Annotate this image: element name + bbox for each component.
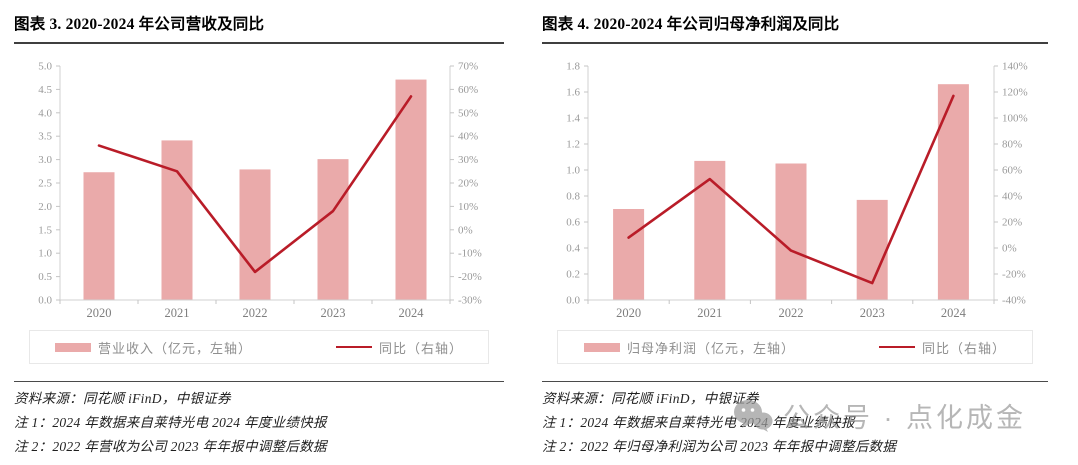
svg-text:60%: 60% [1002,165,1022,177]
source-text: 资料来源：同花顺 iFinD，中银证券 [14,391,231,406]
bar-swatch-icon [583,342,620,352]
svg-text:2020: 2020 [87,306,112,320]
legend-item-net-profit: 归母净利润（亿元，左轴） [583,338,795,357]
bar-swatch-icon [54,342,91,352]
svg-text:2024: 2024 [941,306,967,320]
note-text: 注 2：2022 年归母净利润为公司 2023 年年报中调整后数据 [542,439,897,454]
legend-item-revenue: 营业收入（亿元，左轴） [54,338,252,357]
svg-text:20%: 20% [1002,217,1022,229]
svg-text:-30%: -30% [458,295,482,307]
svg-text:2024: 2024 [399,306,425,320]
svg-text:0.8: 0.8 [566,191,580,203]
net-profit-combo-chart: 1.8 1.6 1.4 1.2 1.0 0.8 0.6 0.4 0.2 0.0 140% 120% 10… [542,52,1048,324]
legend-label: 营业收入（亿元，左轴） [97,340,252,356]
svg-text:4.0: 4.0 [38,107,52,119]
svg-text:1.4: 1.4 [566,113,580,125]
svg-text:0.0: 0.0 [566,295,580,307]
svg-text:2021: 2021 [165,306,190,320]
revenue-chart-panel: 图表 3. 2020-2024 年公司营收及同比 5.0 4.5 4.0 3.5 3.0… [14,8,504,459]
svg-text:4.5: 4.5 [38,84,52,96]
svg-text:3.5: 3.5 [38,131,52,143]
svg-text:5.0: 5.0 [38,61,52,73]
svg-text:1.2: 1.2 [566,139,580,151]
note-text: 注 2：2022 年营收为公司 2023 年年报中调整后数据 [14,439,327,454]
svg-text:0%: 0% [1002,243,1017,255]
svg-text:1.5: 1.5 [38,224,52,236]
note-text: 注 1：2024 年数据来自莱特光电 2024 年度业绩快报 [542,415,855,430]
net-profit-chart-panel: 图表 4. 2020-2024 年公司归母净利润及同比 1.8 1.6 1.4 1.2… [542,8,1048,459]
svg-text:-20%: -20% [1002,269,1026,281]
legend-label: 同比（右轴） [922,340,1007,356]
svg-text:3.0: 3.0 [38,154,52,166]
svg-text:2.0: 2.0 [38,201,52,213]
revenue-chart-title: 图表 3. 2020-2024 年公司营收及同比 [14,8,504,44]
svg-text:70%: 70% [458,61,478,73]
svg-text:2022: 2022 [779,306,804,320]
svg-text:0.2: 0.2 [566,269,580,281]
legend-label: 同比（右轴） [379,340,464,356]
footer-divider [14,381,504,382]
legend-item-yoy: 同比（右轴） [879,338,1006,357]
svg-text:-40%: -40% [1002,295,1026,307]
svg-text:2.5: 2.5 [38,178,52,190]
source-text: 资料来源：同花顺 iFinD，中银证券 [542,391,759,406]
svg-text:0.6: 0.6 [566,217,580,229]
svg-text:1.6: 1.6 [566,87,580,99]
svg-text:1.0: 1.0 [38,248,52,260]
revenue-combo-chart: 5.0 4.5 4.0 3.5 3.0 2.5 2.0 1.5 1.0 0.5 0.0 70% 60% 5… [14,52,504,324]
svg-text:2023: 2023 [860,306,885,320]
svg-text:40%: 40% [458,131,478,143]
footer-divider [542,381,1048,382]
svg-text:60%: 60% [458,84,478,96]
svg-text:0.5: 0.5 [38,271,52,283]
note-text: 注 1：2024 年数据来自莱特光电 2024 年度业绩快报 [14,415,327,430]
svg-text:20%: 20% [458,178,478,190]
net-profit-chart-legend: 归母净利润（亿元，左轴） 同比（右轴） [557,330,1033,364]
svg-text:2020: 2020 [616,306,641,320]
svg-text:1.8: 1.8 [566,61,580,73]
svg-text:-20%: -20% [458,271,482,283]
svg-text:30%: 30% [458,154,478,166]
svg-text:50%: 50% [458,107,478,119]
svg-text:120%: 120% [1002,87,1028,99]
svg-text:100%: 100% [1002,113,1028,125]
net-profit-chart-title: 图表 4. 2020-2024 年公司归母净利润及同比 [542,8,1048,44]
line-swatch-icon [879,346,915,348]
svg-text:140%: 140% [1002,61,1028,73]
svg-text:2021: 2021 [697,306,722,320]
svg-text:-10%: -10% [458,248,482,260]
svg-text:0.0: 0.0 [38,295,52,307]
legend-item-yoy: 同比（右轴） [336,338,463,357]
svg-text:1.0: 1.0 [566,165,580,177]
revenue-chart-legend: 营业收入（亿元，左轴） 同比（右轴） [28,330,490,364]
legend-label: 归母净利润（亿元，左轴） [626,340,795,356]
svg-text:0.4: 0.4 [566,243,580,255]
line-swatch-icon [336,346,372,348]
svg-text:0%: 0% [458,224,473,236]
svg-text:10%: 10% [458,201,478,213]
svg-text:2022: 2022 [243,306,268,320]
svg-text:2023: 2023 [321,306,346,320]
svg-text:40%: 40% [1002,191,1022,203]
svg-text:80%: 80% [1002,139,1022,151]
